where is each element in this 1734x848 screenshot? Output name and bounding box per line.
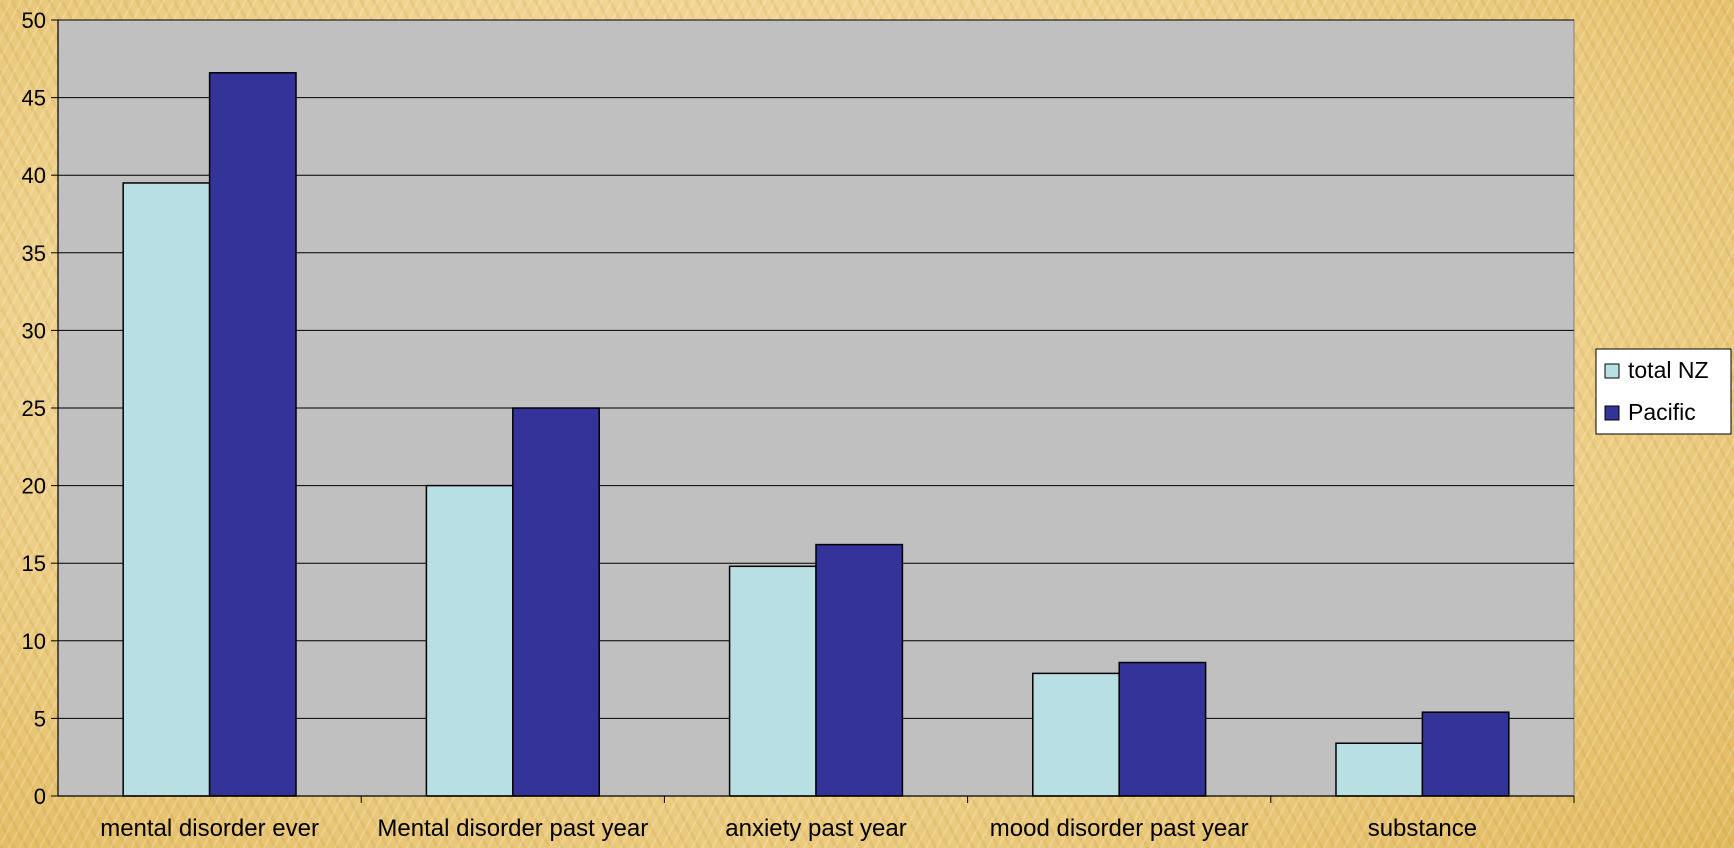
x-tick-label: substance <box>1368 815 1477 842</box>
legend-swatch-total-nz <box>1604 363 1620 379</box>
bar-pacific-3 <box>1118 661 1207 797</box>
x-tick-label: anxiety past year <box>725 815 906 842</box>
axes <box>51 19 1575 803</box>
x-tick-label: mood disorder past year <box>990 815 1249 842</box>
y-tick-label: 25 <box>22 396 46 421</box>
y-tick-label: 30 <box>22 318 46 343</box>
bar-pacific-1 <box>512 407 600 797</box>
y-tick-label: 35 <box>22 241 46 266</box>
bar-pacific-2 <box>815 543 904 797</box>
bar-pacific-4 <box>1421 711 1510 797</box>
bar-pacific-0 <box>208 72 297 797</box>
y-tick-label: 10 <box>22 629 46 654</box>
gridlines <box>58 19 1574 719</box>
legend-label-pacific: Pacific <box>1628 399 1696 425</box>
bar-total-nz-0 <box>122 182 211 797</box>
y-tick-label: 40 <box>22 163 46 188</box>
bar-total-nz-1 <box>425 484 514 797</box>
x-tick-label: Mental disorder past year <box>377 815 648 842</box>
y-tick-label: 15 <box>22 551 46 576</box>
bar-total-nz-3 <box>1032 672 1120 797</box>
x-tick-labels: mental disorder ever Mental disorder past… <box>100 815 1477 842</box>
y-tick-label: 50 <box>22 8 46 33</box>
bar-total-nz-4 <box>1335 742 1424 797</box>
legend-swatch-pacific <box>1604 405 1620 421</box>
x-tick-label: mental disorder ever <box>100 815 319 842</box>
y-tick-label: 0 <box>34 784 46 809</box>
y-tick-label: 5 <box>34 706 46 731</box>
bar-total-nz-2 <box>728 565 817 797</box>
y-tick-label: 20 <box>22 474 46 499</box>
y-tick-label: 45 <box>22 86 46 111</box>
y-tick-labels: 0 5 10 15 20 25 30 35 40 45 50 <box>22 8 46 809</box>
legend-label-total-nz: total NZ <box>1628 357 1709 383</box>
legend: total NZ Pacific <box>1595 348 1732 435</box>
